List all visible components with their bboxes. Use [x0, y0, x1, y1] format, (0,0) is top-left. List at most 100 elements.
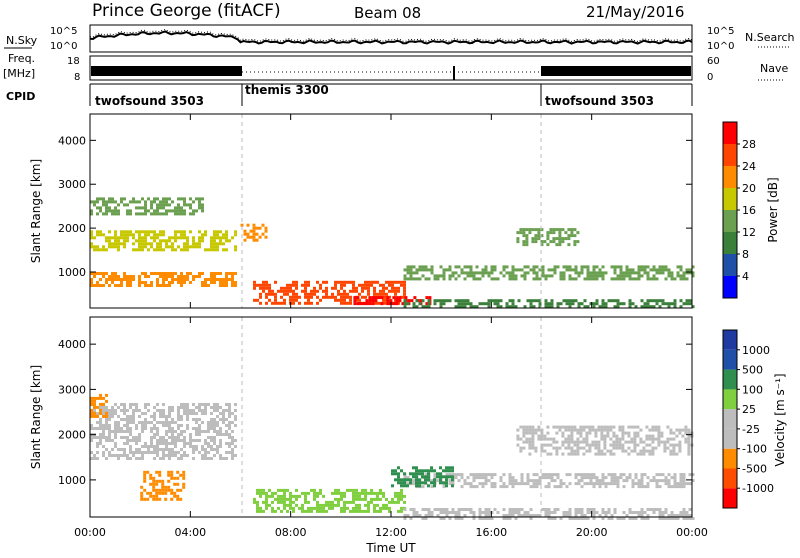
velocity-band-3-cell: [385, 497, 388, 501]
power-band-2-cell: [114, 212, 117, 216]
velocity-band-5-cell: [547, 511, 551, 514]
velocity-band-0-cell: [228, 421, 231, 424]
power-band-7-cell: [460, 302, 464, 306]
velocity-band-0-cell: [111, 406, 114, 409]
velocity-band-0-cell: [174, 454, 177, 457]
power-band-6-cell: [580, 271, 584, 275]
power-band-2-cell: [153, 209, 156, 213]
velocity-band-0-cell: [201, 454, 204, 457]
velocity-band-0-cell: [105, 409, 108, 412]
velocity-band-0-cell: [114, 430, 117, 433]
power-band-4-cell: [253, 286, 256, 290]
velocity-band-5-cell: [622, 511, 626, 514]
power-band-8-cell: [519, 231, 523, 235]
power-band-0-cell: [162, 272, 165, 275]
power-band-4-cell: [376, 280, 379, 284]
velocity-colorbar-blocks: [723, 330, 737, 508]
power-band-4-cell: [265, 283, 268, 287]
velocity-band-7-cell: [657, 440, 661, 444]
velocity-band-0-cell: [228, 412, 231, 415]
velocity-band-5-cell: [478, 511, 482, 514]
velocity-band-0-cell: [105, 439, 108, 442]
power-band-8-cell: [555, 237, 559, 241]
velocity-band-7-cell: [597, 446, 601, 450]
power-band-2-cell: [90, 209, 93, 213]
velocity-band-0-cell: [138, 421, 141, 424]
velocity-band-6-cell: [439, 466, 442, 470]
velocity-band-3-cell: [313, 488, 316, 492]
power-band-1-cell: [168, 236, 171, 240]
velocity-band-7-cell: [579, 446, 583, 450]
power-band-7-cell: [415, 299, 419, 303]
velocity-band-5-cell: [454, 511, 458, 514]
velocity-band-7-cell: [615, 446, 619, 450]
velocity-band-0-cell: [186, 454, 189, 457]
velocity-band-0-cell: [162, 457, 165, 460]
power-band-2-cell: [150, 206, 153, 210]
velocity-band-0-cell: [210, 406, 213, 409]
velocity-band-3-cell: [301, 509, 304, 513]
power-band-8-cell: [576, 231, 580, 235]
power-band-6-cell: [460, 271, 464, 275]
velocity-band-6-cell: [400, 478, 403, 482]
velocity-band-4-cell: [475, 485, 479, 489]
velocity-band-7-cell: [561, 452, 565, 456]
velocity-band-3-cell: [337, 491, 340, 495]
velocity-band-0-cell: [207, 424, 210, 427]
velocity-band-4-cell: [421, 485, 425, 489]
power-band-0-cell: [174, 278, 177, 281]
power-band-8-cell: [561, 228, 565, 232]
velocity-band-2-cell: [158, 488, 162, 492]
power-band-2-cell: [177, 203, 180, 207]
velocity-band-5-cell: [529, 508, 533, 511]
power-band-6-cell: [592, 271, 596, 275]
power-band-6-cell: [475, 277, 479, 281]
power-band-4-cell: [391, 286, 394, 290]
power-band-4-cell: [367, 286, 370, 290]
velocity-band-3-cell: [364, 497, 367, 501]
power-band-0-cell: [216, 272, 219, 275]
power-band-3-cell: [255, 232, 259, 236]
velocity-band-0-cell: [195, 421, 198, 424]
power-band-0-cell: [168, 281, 171, 284]
power-band-8-cell: [567, 237, 571, 241]
velocity-band-7-cell: [585, 440, 589, 444]
velocity-band-3-cell: [403, 500, 406, 504]
power-band-6-cell: [682, 277, 686, 281]
velocity-band-3-cell: [256, 488, 259, 492]
velocity-band-5-cell: [637, 511, 641, 514]
power-band-2-cell: [138, 200, 141, 204]
velocity-band-6-cell: [445, 481, 448, 485]
velocity-band-0-cell: [195, 439, 198, 442]
velocity-band-5-cell: [586, 517, 590, 520]
velocity-band-0-cell: [147, 448, 150, 451]
velocity-band-4-cell: [655, 479, 659, 483]
velocity-band-4-cell: [616, 476, 620, 480]
power-band-6-cell: [637, 265, 641, 269]
power-band-8-cell: [567, 234, 571, 238]
power-band-7-cell: [493, 299, 497, 303]
power-band-6-cell: [502, 274, 506, 278]
velocity-band-5-cell: [412, 511, 416, 514]
power-band-8-cell: [516, 240, 520, 244]
velocity-band-4-cell: [529, 485, 533, 489]
velocity-band-0-cell: [156, 448, 159, 451]
power-band-6-cell: [664, 277, 668, 281]
velocity-band-5-cell: [568, 511, 572, 514]
velocity-band-3-cell: [316, 491, 319, 495]
velocity-band-7-cell: [534, 431, 538, 435]
velocity-band-2-cell: [173, 482, 177, 486]
velocity-band-4-cell: [538, 479, 542, 483]
power-band-4-cell: [271, 289, 274, 293]
velocity-band-3-cell: [265, 491, 268, 495]
velocity-band-7-cell: [534, 428, 538, 432]
velocity-band-2-cell: [161, 488, 165, 492]
power-band-2-cell: [174, 206, 177, 210]
power-band-4-cell: [295, 286, 298, 290]
power-band-0-cell: [96, 284, 99, 287]
velocity-band-2-cell: [173, 491, 177, 495]
velocity-band-0-cell: [93, 454, 96, 457]
power-band-1-cell: [138, 245, 141, 249]
velocity-band-7-cell: [684, 437, 688, 441]
